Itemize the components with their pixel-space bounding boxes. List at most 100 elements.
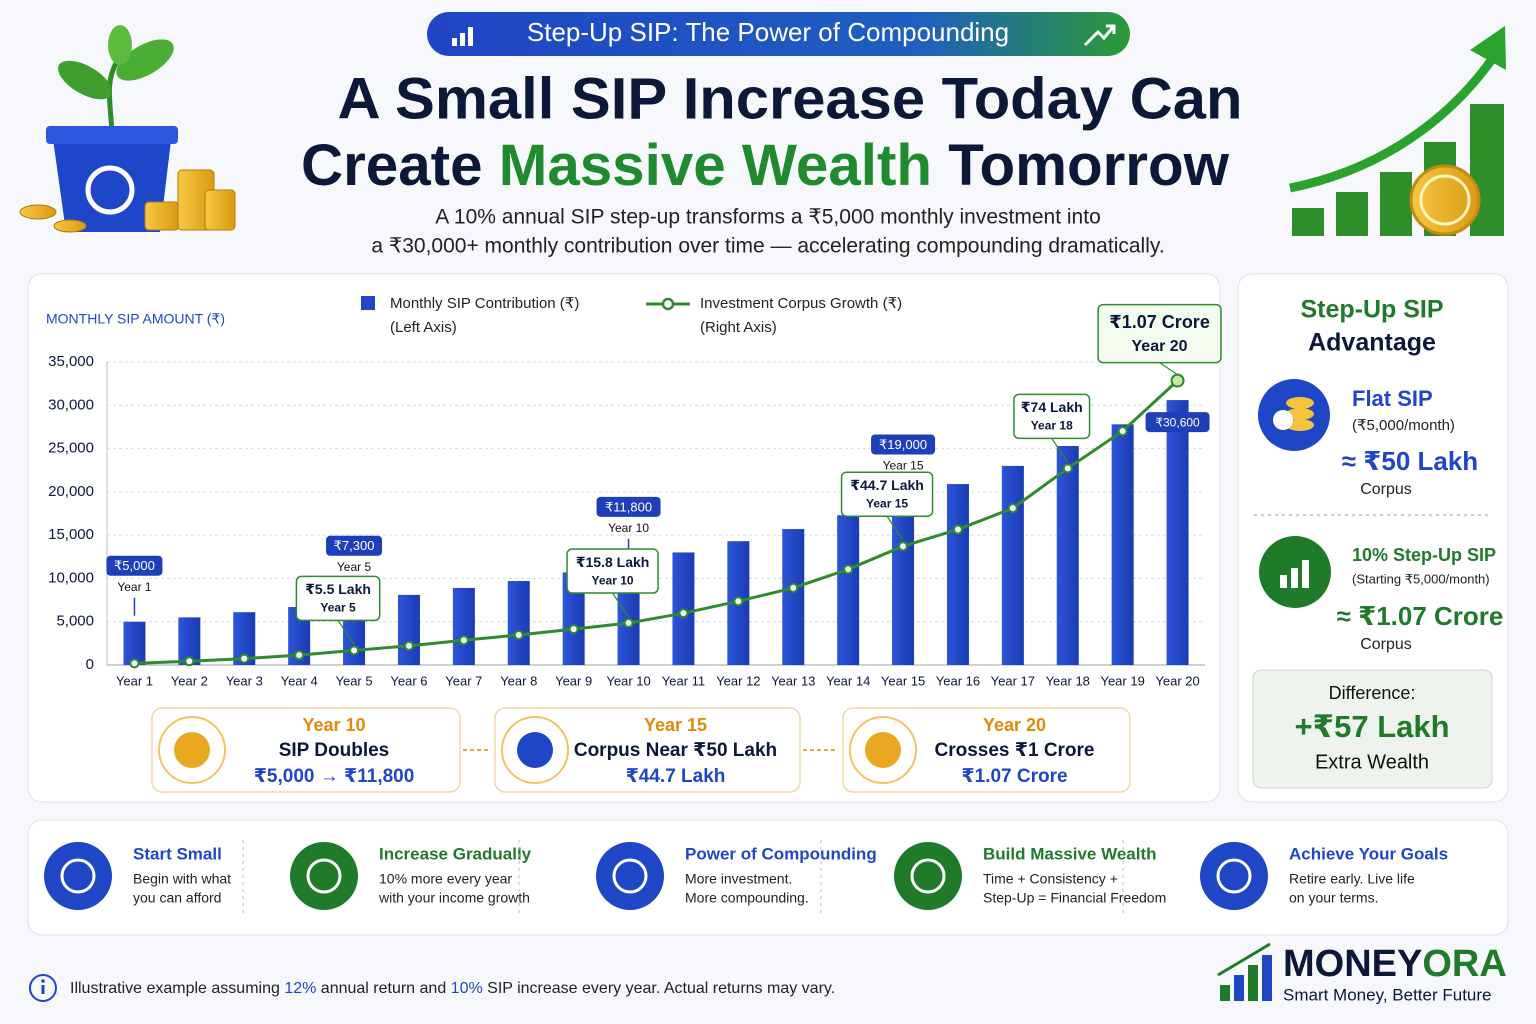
y-tick-label: 10,000 [48, 569, 94, 586]
flat-value: ≈ ₹50 Lakh [1342, 446, 1478, 476]
bar-label: ₹7,300 [334, 538, 375, 553]
x-tick-label: Year 14 [826, 673, 870, 688]
corpus-label: ₹74 Lakh [1021, 399, 1083, 415]
corpus-point [1117, 426, 1128, 437]
bar [233, 612, 256, 665]
bar [507, 581, 530, 665]
corpus-point [184, 656, 195, 667]
bar [837, 515, 860, 665]
milestone-card [151, 707, 461, 793]
bar [1166, 400, 1189, 665]
bar [397, 594, 420, 665]
title-line-1: A Small SIP Increase Today Can [338, 66, 1243, 131]
feature-text: More investment. [685, 871, 792, 887]
corpus-point [623, 618, 634, 629]
milestone-detail: ₹44.7 Lakh [626, 766, 726, 787]
x-tick-label: Year 1 [116, 673, 153, 688]
legend-label: Investment Corpus Growth (₹) [700, 295, 902, 312]
title-part: Tomorrow [932, 133, 1230, 198]
milestone-title: Crosses ₹1 Crore [934, 740, 1094, 761]
bar [1001, 465, 1024, 665]
footer-highlight: 10% [451, 980, 483, 997]
milestone-year: Year 15 [644, 715, 707, 735]
milestone-card [842, 707, 1131, 793]
feature-title: Build Massive Wealth [983, 844, 1157, 863]
corpus-point [843, 564, 854, 575]
chart: 0 5,000 10,000 15,000 20,000 25,000 30,000 35,0… [48, 303, 1222, 688]
brand-logo [1217, 942, 1272, 1001]
y-tick-label: 5,000 [56, 613, 94, 630]
bar [782, 529, 805, 665]
feature-icon [44, 842, 112, 910]
corpus-label-pointer [886, 515, 904, 541]
corpus-label: ₹1.07 Crore [1109, 312, 1210, 332]
y-tick-label: 15,000 [48, 526, 94, 543]
legend-swatch [361, 296, 375, 310]
bar-label-box [106, 555, 163, 576]
corpus-point [239, 653, 250, 664]
bar-label: ₹11,800 [605, 499, 652, 514]
flat-unit: Corpus [1360, 481, 1412, 498]
y-axis-label: MONTHLY SIP AMOUNT (₹) [46, 311, 225, 327]
stepup-value: ≈ ₹1.07 Crore [1337, 601, 1504, 631]
corpus-point [788, 582, 799, 593]
feature-icon-inner [1216, 858, 1252, 894]
corpus-point [952, 524, 963, 535]
feature-title: Achieve Your Goals [1289, 844, 1448, 863]
feature-text: with your income growth [378, 890, 530, 906]
y-tick-label: 30,000 [48, 396, 94, 413]
feature-text: Step-Up = Financial Freedom [983, 890, 1166, 906]
corpus-point [513, 629, 524, 640]
footer-part: annual return and [316, 980, 450, 997]
bar [452, 587, 475, 665]
badge-text: Step-Up SIP: The Power of Compounding [527, 17, 1009, 47]
y-tick-label: 25,000 [48, 440, 94, 457]
stepup-note: (Starting ₹5,000/month) [1352, 571, 1490, 586]
x-tick-label: Year 18 [1046, 673, 1090, 688]
legend-label: Monthly SIP Contribution (₹) [390, 295, 579, 312]
x-tick-label: Year 6 [390, 673, 427, 688]
chart-card [27, 273, 1221, 803]
corpus-label-year: Year 10 [592, 573, 634, 587]
feature-title: Power of Compounding [685, 844, 877, 863]
feature-title: Start Small [133, 844, 222, 863]
bar-label-box [596, 496, 661, 517]
title-part: Create [301, 133, 499, 198]
stepup-unit: Corpus [1360, 636, 1412, 653]
bar-label-year: Year 5 [337, 560, 372, 574]
subtitle-line: a ₹30,000+ monthly contribution over tim… [371, 235, 1164, 258]
milestone-card [494, 707, 801, 793]
flat-note: (₹5,000/month) [1352, 417, 1455, 434]
feature-text: on your terms. [1289, 890, 1378, 906]
corpus-point [458, 635, 469, 646]
flat-icon-coins [1286, 397, 1314, 431]
corpus-point [129, 658, 140, 669]
feature-icon-inner [910, 858, 946, 894]
brand-part: ORA [1422, 943, 1506, 985]
bar [123, 621, 146, 665]
footer-part: SIP increase every year. Actual returns … [483, 980, 835, 997]
stepup-name: 10% Step-Up SIP [1352, 545, 1496, 565]
bar-label-box [871, 434, 936, 455]
milestone-title: Corpus Near ₹50 Lakh [574, 740, 777, 761]
brand-name: MONEYORA [1283, 943, 1507, 985]
x-tick-label: Year 11 [662, 673, 705, 688]
corpus-label-pointer [612, 592, 630, 618]
bar-label-box [326, 535, 383, 556]
milestone-year: Year 10 [302, 715, 365, 735]
feature-text: you can afford [133, 890, 221, 906]
plant-decoration [19, 25, 236, 233]
legend-marker [661, 297, 675, 311]
feature-text: Begin with what [133, 871, 231, 887]
milestone-detail: ₹1.07 Crore [961, 766, 1067, 787]
x-tick-label: Year 15 [881, 673, 925, 688]
y-tick-label: 35,000 [48, 353, 94, 370]
feature-icon [596, 842, 664, 910]
x-tick-label: Year 10 [606, 673, 650, 688]
corpus-label-year: Year 15 [866, 496, 908, 510]
subtitle-line: A 10% annual SIP step-up transforms a ₹5… [435, 206, 1101, 229]
x-tick-label: Year 9 [555, 673, 592, 688]
x-tick-label: Year 20 [1155, 673, 1199, 688]
corpus-label: ₹44.7 Lakh [850, 477, 924, 493]
